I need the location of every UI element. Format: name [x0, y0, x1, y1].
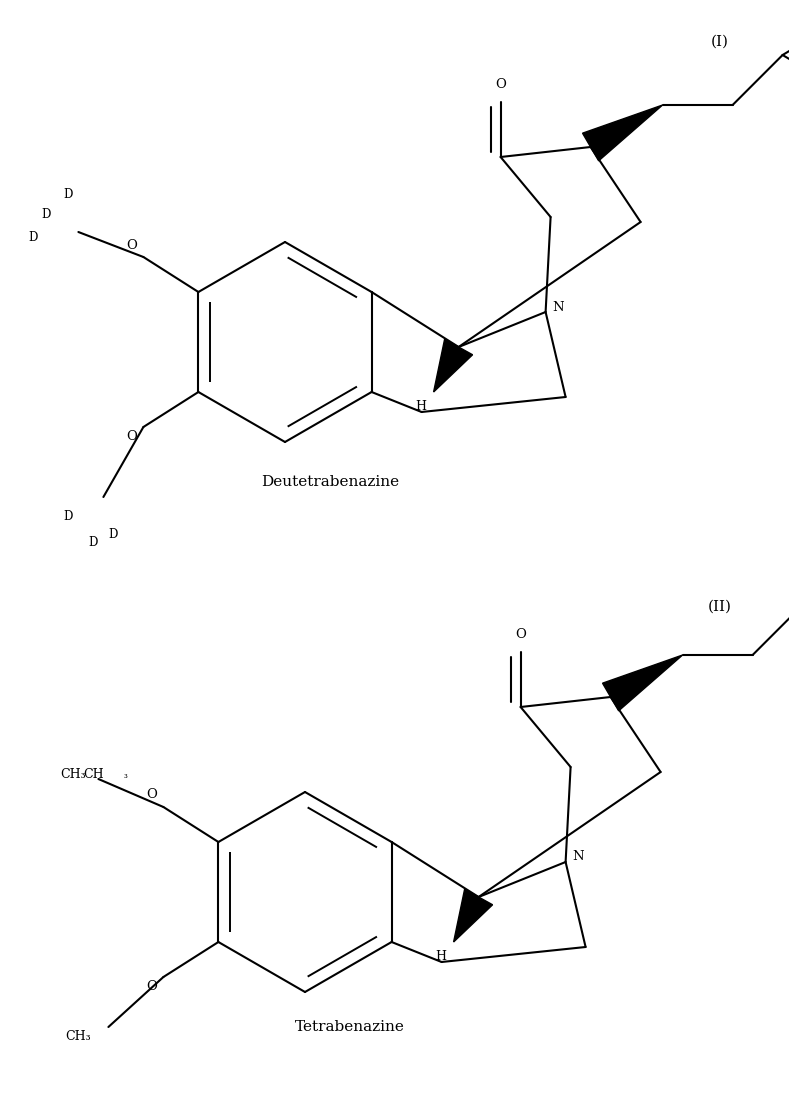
Text: Deutetrabenazine: Deutetrabenazine: [261, 475, 399, 489]
Text: D: D: [64, 188, 73, 201]
Text: CH₃: CH₃: [65, 1030, 92, 1043]
Text: CH: CH: [83, 769, 103, 781]
Polygon shape: [582, 105, 663, 161]
Text: O: O: [146, 981, 157, 994]
Polygon shape: [454, 890, 492, 942]
Text: O: O: [126, 430, 136, 443]
Text: O: O: [495, 78, 506, 90]
Text: D: D: [88, 535, 98, 548]
Text: ₃: ₃: [123, 770, 127, 780]
Text: O: O: [126, 238, 136, 251]
Text: H: H: [415, 400, 426, 414]
Text: H: H: [435, 950, 446, 963]
Text: N: N: [573, 850, 585, 863]
Text: (II): (II): [708, 600, 732, 614]
Text: D: D: [28, 230, 38, 244]
Text: O: O: [515, 627, 526, 641]
Text: CH₃: CH₃: [61, 768, 86, 780]
Text: Tetrabenazine: Tetrabenazine: [295, 1020, 405, 1034]
Text: D: D: [64, 510, 73, 523]
Text: (I): (I): [711, 35, 729, 49]
Text: O: O: [146, 789, 157, 802]
Text: N: N: [553, 301, 564, 314]
Polygon shape: [434, 339, 473, 392]
Polygon shape: [603, 655, 682, 711]
Text: D: D: [42, 207, 51, 220]
Text: D: D: [109, 529, 118, 542]
